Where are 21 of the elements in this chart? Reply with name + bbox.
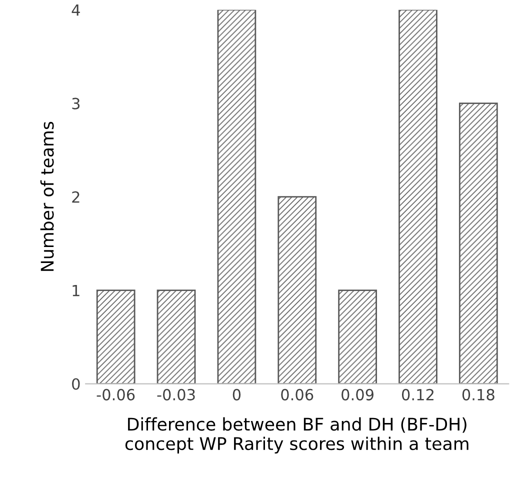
- x-tick-label: 0.06: [281, 388, 314, 400]
- y-tick-label: 1: [72, 284, 80, 296]
- bar: [338, 290, 377, 384]
- y-tick-label: 2: [72, 191, 80, 203]
- x-tick-label: 0.12: [402, 388, 434, 400]
- x-tick-label: -0.03: [157, 388, 195, 400]
- y-tick-label: 4: [72, 4, 80, 16]
- bar: [278, 196, 317, 384]
- y-tick-label: 0: [72, 378, 80, 390]
- x-tick-label: -0.06: [96, 388, 135, 400]
- x-tick-label: 0.09: [342, 388, 374, 400]
- bar: [398, 10, 438, 384]
- bar: [156, 290, 196, 384]
- y-tick-label: 3: [72, 98, 80, 110]
- x-axis-title: Difference between BF and DH (BF-DH) concept WP Rarity scores within a team: [125, 417, 468, 454]
- x-tick-label: 0.18: [462, 388, 494, 400]
- y-axis-title: Number of teams: [40, 122, 54, 271]
- x-tick-label: 0: [232, 388, 241, 400]
- bar: [96, 290, 136, 384]
- bar: [217, 10, 256, 384]
- bar: [458, 102, 498, 384]
